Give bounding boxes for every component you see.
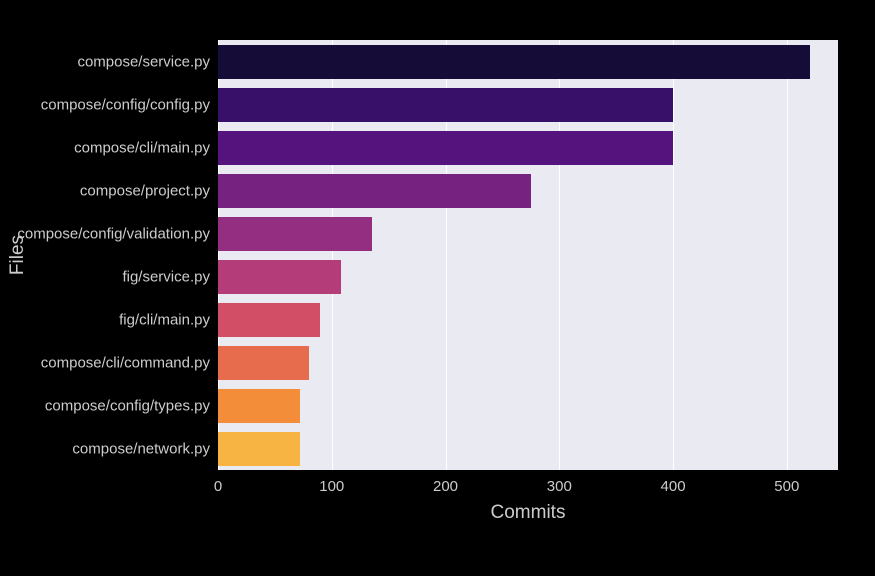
y-tick-label: compose/project.py [80, 182, 210, 199]
y-tick-label: compose/cli/command.py [41, 354, 210, 371]
y-tick-label: compose/config/validation.py [17, 225, 210, 242]
bar [218, 432, 300, 466]
y-tick-label: compose/network.py [72, 440, 210, 457]
bar [218, 217, 372, 251]
bar [218, 45, 810, 79]
x-tick-label: 100 [319, 478, 344, 495]
bar [218, 389, 300, 423]
x-tick-label: 300 [547, 478, 572, 495]
y-tick-label: fig/service.py [122, 268, 210, 285]
y-tick-label: compose/cli/main.py [74, 139, 210, 156]
bar [218, 174, 531, 208]
x-tick-label: 500 [774, 478, 799, 495]
y-tick-label: compose/config/types.py [45, 397, 210, 414]
gridline [787, 40, 788, 470]
x-tick-label: 0 [214, 478, 222, 495]
bar [218, 131, 673, 165]
bar [218, 260, 341, 294]
bar [218, 303, 320, 337]
y-tick-label: fig/cli/main.py [119, 311, 210, 328]
x-tick-label: 200 [433, 478, 458, 495]
plot-area [218, 40, 838, 470]
y-tick-label: compose/service.py [77, 53, 210, 70]
y-tick-label: compose/config/config.py [41, 96, 210, 113]
x-axis-label: Commits [491, 502, 566, 524]
bar [218, 346, 309, 380]
x-tick-label: 400 [661, 478, 686, 495]
gridline [673, 40, 674, 470]
bar [218, 88, 673, 122]
